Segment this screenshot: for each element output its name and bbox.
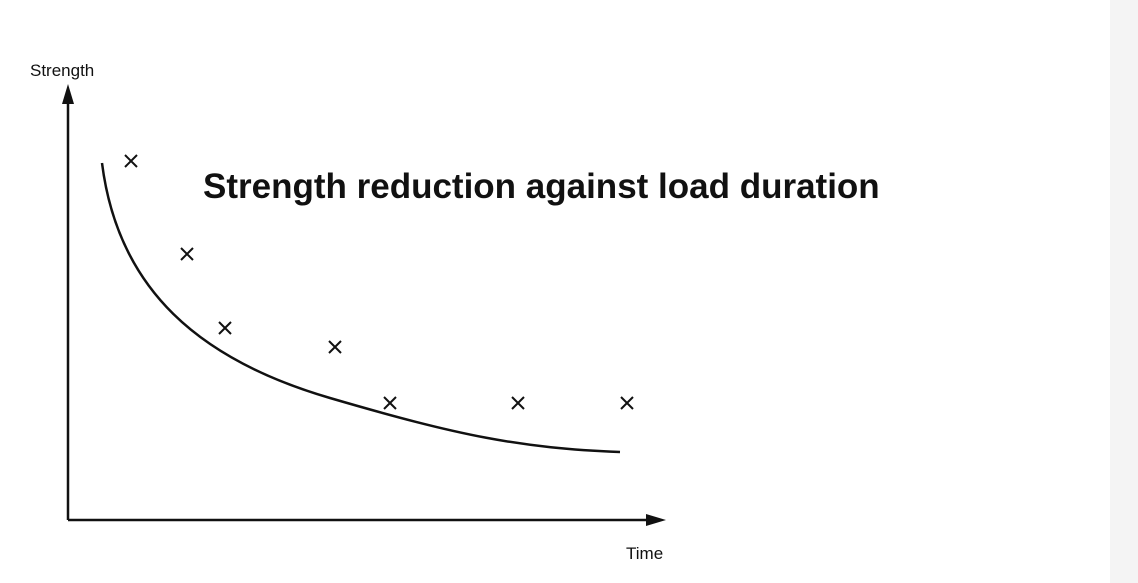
x-axis-arrow (646, 514, 666, 526)
edge-strip (1110, 0, 1138, 583)
data-points (124, 154, 634, 410)
y-axis-arrow (62, 84, 74, 104)
cross (511, 396, 525, 410)
cross (124, 154, 138, 168)
trend-curve (100, 162, 621, 454)
title: Strength reduction against load duration (203, 167, 880, 206)
x-axis-label: Time (626, 544, 663, 563)
y-axis-label: Strength (30, 61, 94, 80)
cross (218, 321, 232, 335)
cross (383, 396, 397, 410)
cross (620, 396, 634, 410)
cross (180, 247, 194, 261)
cross (328, 340, 342, 354)
